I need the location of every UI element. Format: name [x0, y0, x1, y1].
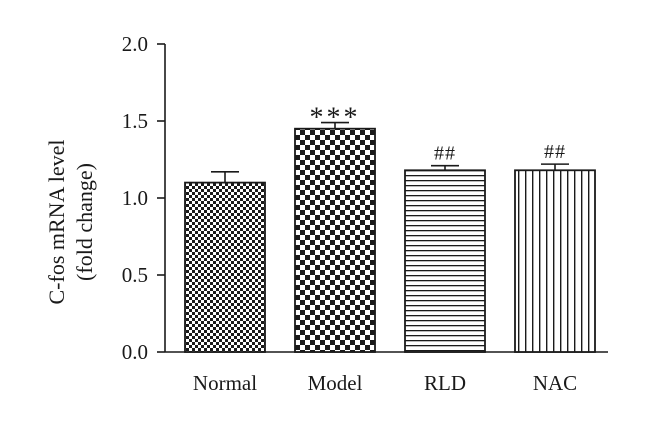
bars-group: *** ## ## — [184, 103, 596, 353]
x-tick-label-normal: Normal — [193, 371, 257, 395]
significance-label-nac: ## — [544, 141, 566, 163]
y-tick-label: 2.0 — [122, 32, 148, 56]
y-tick-label: 1.0 — [122, 186, 148, 210]
x-tick-label-rld: RLD — [424, 371, 466, 395]
bar-normal — [184, 181, 266, 353]
x-axis-tick-labels: Normal Model RLD NAC — [193, 371, 577, 395]
y-tick-label: 0.0 — [122, 340, 148, 364]
x-tick-label-nac: NAC — [533, 371, 577, 395]
bar-nac — [514, 169, 596, 353]
bar-model — [294, 127, 376, 353]
y-axis-label-line2: (fold change) — [72, 163, 97, 281]
y-tick-label: 0.5 — [122, 263, 148, 287]
y-axis-label-line1: C-fos mRNA level — [44, 140, 69, 305]
significance-label-model: *** — [310, 103, 361, 134]
y-tick-label: 1.5 — [122, 109, 148, 133]
y-axis-title: C-fos mRNA level (fold change) — [44, 140, 97, 305]
significance-label-rld: ## — [434, 143, 456, 165]
x-tick-label-model: Model — [308, 371, 363, 395]
bar-rld — [404, 169, 486, 353]
y-axis-ticks: 0.0 0.5 1.0 1.5 2.0 — [122, 32, 165, 364]
